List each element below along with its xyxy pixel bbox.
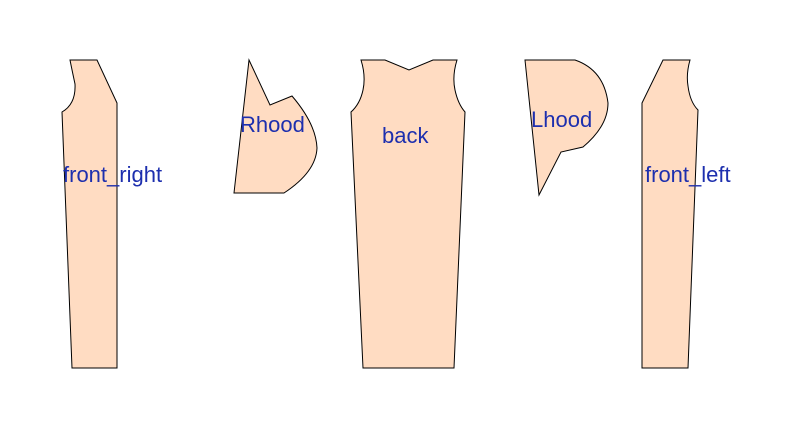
piece-lhood[interactable]: Lhood [524, 59, 609, 197]
piece-front-right-shape[interactable] [61, 59, 118, 369]
piece-back-label: back [382, 123, 429, 148]
piece-rhood[interactable]: Rhood [233, 58, 318, 194]
piece-front-left[interactable]: front_left [641, 59, 731, 369]
piece-front-right-label: front_right [63, 162, 162, 187]
piece-lhood-shape[interactable] [524, 59, 609, 197]
piece-lhood-label: Lhood [531, 107, 592, 132]
piece-front-left-shape[interactable] [641, 59, 699, 369]
piece-front-right[interactable]: front_right [61, 59, 162, 369]
piece-front-left-label: front_left [645, 162, 731, 187]
piece-back[interactable]: back [350, 59, 466, 369]
piece-rhood-label: Rhood [240, 112, 305, 137]
piece-rhood-shape[interactable] [233, 58, 318, 194]
piece-back-shape[interactable] [350, 59, 466, 369]
